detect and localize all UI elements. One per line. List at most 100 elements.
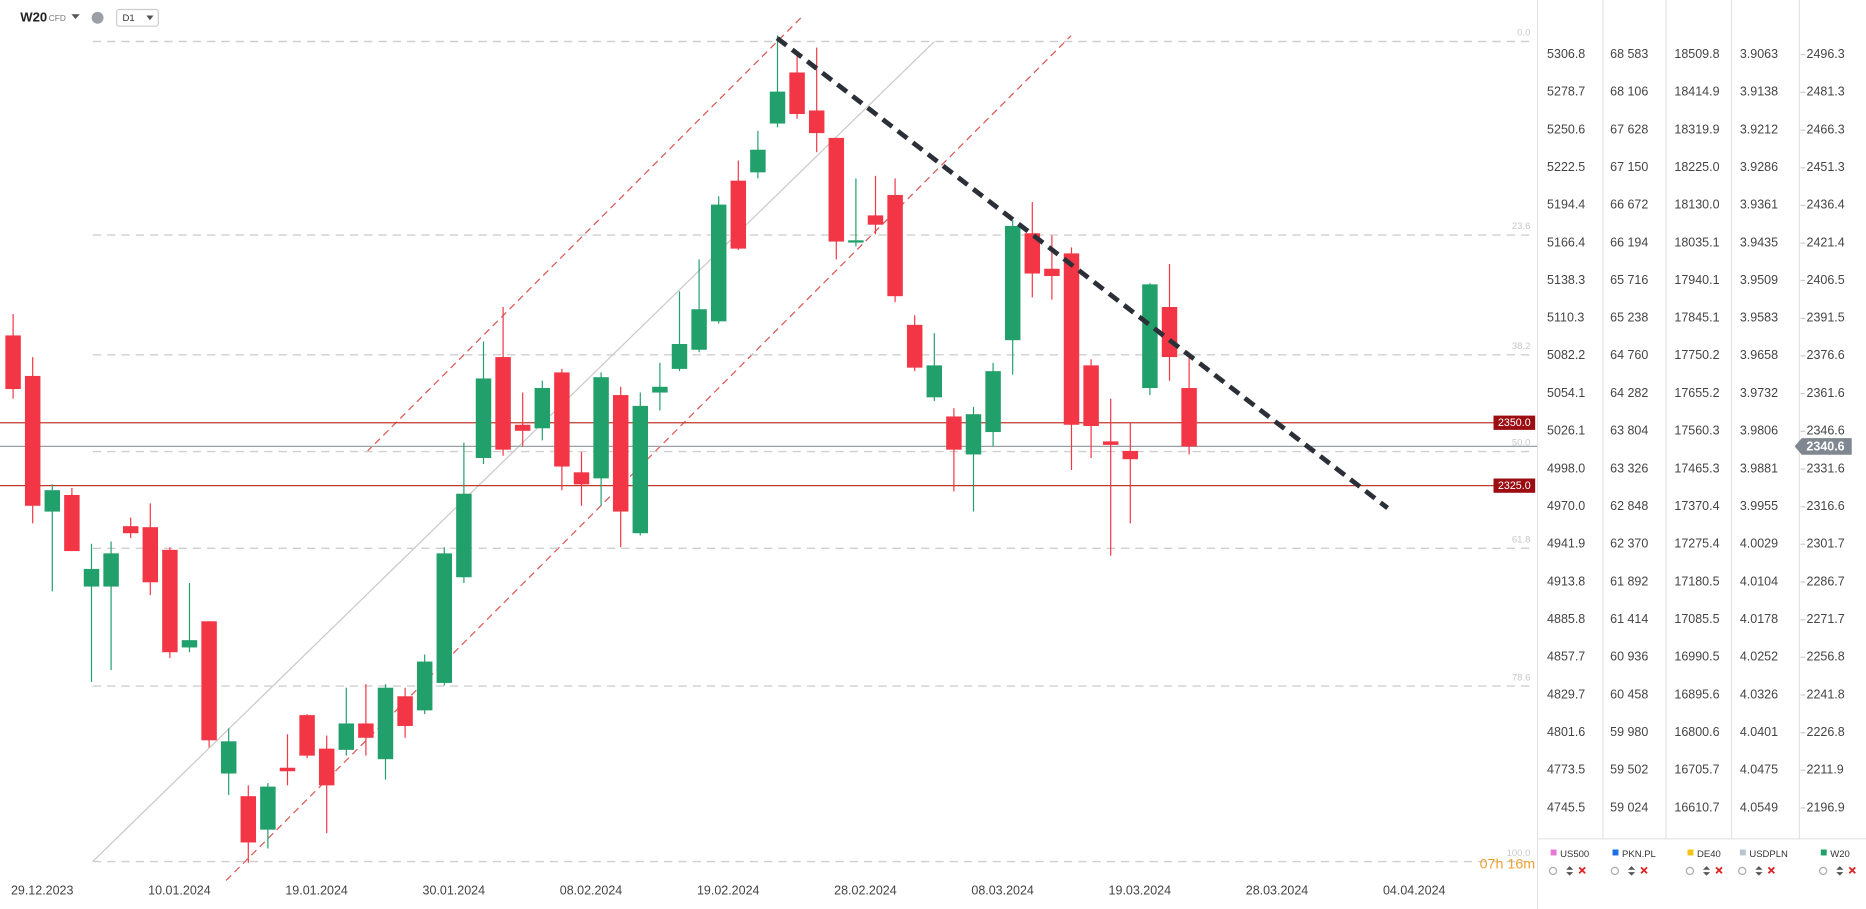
scale-label: 16895.6 <box>1674 687 1719 701</box>
scale-label: 3.9955 <box>1740 499 1778 513</box>
candle-body <box>377 687 394 760</box>
candle-body <box>1044 268 1060 277</box>
remove-icon[interactable] <box>1767 866 1775 874</box>
candle-body <box>593 377 609 479</box>
scale-label: 3.9658 <box>1740 348 1778 362</box>
scale-label: 18414.9 <box>1674 85 1719 99</box>
candle-body <box>162 549 178 653</box>
candle-body <box>632 405 649 534</box>
scale-label: 18319.9 <box>1674 122 1719 136</box>
scale-label: 4773.5 <box>1547 763 1585 777</box>
symbol-dropdown[interactable] <box>71 14 80 20</box>
scale-label: 4.0326 <box>1740 687 1778 701</box>
candle-body <box>1161 306 1178 358</box>
scale-label: 4857.7 <box>1547 650 1585 664</box>
scale-label: 3.9806 <box>1740 424 1778 438</box>
scale-label: 4913.8 <box>1547 574 1585 588</box>
x-tick-label: 19.02.2024 <box>697 883 760 897</box>
candle-body <box>612 395 629 512</box>
fib-label: 23.6 <box>1512 221 1531 232</box>
candle-body <box>201 621 217 741</box>
visibility-toggle[interactable] <box>1548 866 1558 876</box>
channel-line <box>366 17 802 453</box>
order-arrows[interactable] <box>1627 866 1636 876</box>
visibility-toggle[interactable] <box>1610 866 1620 876</box>
candle-body <box>475 378 492 458</box>
candle-body <box>338 723 355 750</box>
candle-body <box>456 493 472 578</box>
candle-body <box>44 490 61 512</box>
price-scale-panel <box>1537 0 1866 839</box>
fib-label: 38.2 <box>1512 341 1531 352</box>
scale-label: 4970.0 <box>1547 499 1585 513</box>
y-tick-label: 2481.3 <box>1806 85 1844 99</box>
legend-label[interactable]: DE40 <box>1697 849 1721 860</box>
y-tick-label: 2451.3 <box>1806 160 1844 174</box>
candle-body <box>965 414 982 455</box>
scale-label: 3.9435 <box>1740 235 1778 249</box>
remove-icon[interactable] <box>1715 866 1723 874</box>
scale-label: 4941.9 <box>1547 537 1585 551</box>
order-arrows[interactable] <box>1702 866 1711 876</box>
scale-label: 17370.4 <box>1674 499 1719 513</box>
scale-label: 18225.0 <box>1674 160 1719 174</box>
y-tick-label: 2496.3 <box>1806 47 1844 61</box>
scale-label: 5138.3 <box>1547 273 1585 287</box>
legend-swatch <box>1739 849 1746 856</box>
remove-icon[interactable] <box>1640 866 1648 874</box>
info-icon[interactable] <box>91 11 104 24</box>
legend-label[interactable]: W20 <box>1830 849 1850 860</box>
order-arrows[interactable] <box>1755 866 1763 876</box>
y-tick-label: 2226.8 <box>1806 725 1844 739</box>
x-tick-label: 28.02.2024 <box>834 883 897 897</box>
candle-body <box>769 91 786 124</box>
remove-icon[interactable] <box>1848 866 1856 874</box>
symbol: W20 <box>20 9 47 24</box>
x-tick-label: 10.01.2024 <box>148 883 211 897</box>
scale-label: 17275.4 <box>1674 537 1719 551</box>
candle-body <box>828 137 845 242</box>
y-tick-label: 2196.9 <box>1806 800 1844 814</box>
interval-select[interactable] <box>116 8 159 27</box>
x-tick-label: 19.01.2024 <box>285 883 348 897</box>
y-tick-label: 2256.8 <box>1806 650 1844 664</box>
legend-label[interactable]: PKN.PL <box>1622 849 1656 860</box>
order-arrows[interactable] <box>1836 866 1844 876</box>
fibonacci: 0.0 23.6 38.2 50.0 61.8 78.6 100.0 <box>92 28 1536 863</box>
y-tick-label: 2421.4 <box>1806 235 1844 249</box>
scale-label: 3.9063 <box>1740 47 1778 61</box>
scale-label: 18130.0 <box>1674 198 1719 212</box>
legend-label[interactable]: USDPLN <box>1749 849 1788 860</box>
price-line-label: 2325.0 <box>1498 480 1531 492</box>
scale-label: 62 370 <box>1610 537 1648 551</box>
candle-body <box>5 335 21 390</box>
candle-body <box>122 526 139 534</box>
scale-label: 5194.4 <box>1547 198 1585 212</box>
scale-label: 59 502 <box>1610 763 1648 777</box>
y-tick-label: 2286.7 <box>1806 574 1844 588</box>
remove-icon[interactable] <box>1578 866 1586 874</box>
visibility-toggle[interactable] <box>1685 866 1695 876</box>
y-tick-label: 2211.9 <box>1806 763 1843 777</box>
order-arrows[interactable] <box>1566 866 1574 876</box>
scale-label: 4.0029 <box>1740 537 1778 551</box>
scale-label: 5222.5 <box>1547 160 1585 174</box>
scale-label: 5082.2 <box>1547 348 1585 362</box>
candle-body <box>887 195 903 297</box>
scale-label: 5054.1 <box>1547 386 1585 400</box>
fib-label: 61.8 <box>1512 535 1531 546</box>
legend-label[interactable]: US500 <box>1560 849 1589 860</box>
y-tick-label: 2271.7 <box>1806 612 1844 626</box>
legend-swatch <box>1687 849 1694 856</box>
candle-body <box>318 748 335 786</box>
y-tick-label: 2436.4 <box>1806 198 1844 212</box>
visibility-toggle[interactable] <box>1818 866 1828 876</box>
candle-body <box>848 240 864 243</box>
candle-body <box>83 568 100 587</box>
scale-label: 17085.5 <box>1674 612 1719 626</box>
candle-body <box>260 786 276 830</box>
scale-label: 4.0104 <box>1740 574 1778 588</box>
scale-label: 64 760 <box>1610 348 1648 362</box>
visibility-toggle[interactable] <box>1738 866 1747 876</box>
